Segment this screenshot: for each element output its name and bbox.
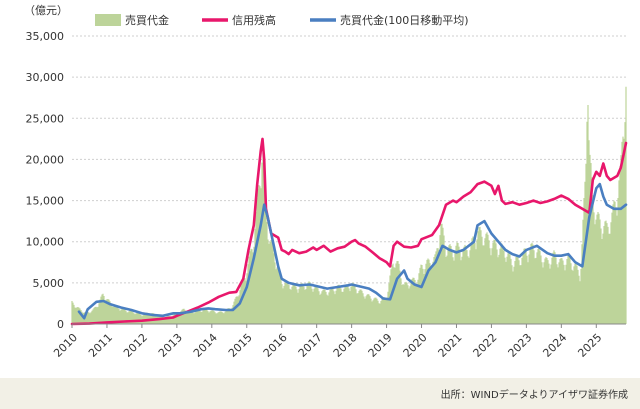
y-tick-label: 20,000: [26, 153, 65, 166]
x-tick-label: 2019: [366, 331, 395, 360]
x-tick-label: 2012: [121, 331, 150, 360]
legend-label: 売買代金: [125, 13, 169, 27]
y-tick-label: 0: [57, 318, 64, 331]
x-axis-ticks: 2010 2011 2012 2013 2014 2015 2016 2017 2018 2019…: [51, 324, 604, 360]
legend-label: 信用残高: [232, 13, 276, 27]
series-lines: [70, 137, 628, 326]
legend-label: 売買代金(100日移動平均): [340, 13, 469, 27]
x-tick-label: 2023: [506, 331, 535, 360]
legend-swatch-bar: [95, 14, 121, 26]
trading-value-bars: [71, 86, 627, 324]
trading-value-bar-series: [71, 86, 627, 324]
chart: （億元） 0 5,000 10,000 15,000 20,000 25,000 30,00…: [24, 4, 628, 360]
x-tick-label: 2020: [401, 331, 430, 360]
series-line-2: [77, 182, 628, 320]
y-axis-unit-label: （億元）: [24, 4, 68, 17]
x-tick-label: 2013: [156, 331, 185, 360]
x-tick-label: 2018: [331, 331, 360, 360]
y-tick-label: 5,000: [33, 277, 65, 290]
y-tick-label: 25,000: [26, 112, 65, 125]
y-tick-label: 10,000: [26, 236, 65, 249]
x-tick-label: 2024: [540, 331, 569, 360]
gridlines: [72, 35, 626, 284]
series-line-1: [70, 137, 628, 326]
legend: 売買代金 信用残高 売買代金(100日移動平均): [95, 13, 469, 27]
source-note: 出所：WINDデータよりアイザワ証券作成: [440, 390, 628, 401]
y-tick-label: 15,000: [26, 195, 65, 208]
x-tick-label: 2021: [436, 331, 465, 360]
y-tick-label: 35,000: [26, 30, 65, 43]
x-tick-label: 2022: [471, 331, 500, 360]
x-tick-label: 2016: [261, 331, 290, 360]
x-tick-label: 2015: [226, 331, 255, 360]
x-tick-label: 2014: [191, 331, 220, 360]
x-tick-label: 2025: [575, 331, 604, 360]
footer: 出所：WINDデータよりアイザワ証券作成: [0, 378, 640, 409]
y-axis-ticks: 0 5,000 10,000 15,000 20,000 25,000 30,000 35,0…: [26, 30, 65, 331]
x-tick-label: 2017: [296, 331, 325, 360]
x-tick-label: 2010: [51, 331, 80, 360]
x-tick-label: 2011: [86, 331, 115, 360]
y-tick-label: 30,000: [26, 71, 65, 84]
